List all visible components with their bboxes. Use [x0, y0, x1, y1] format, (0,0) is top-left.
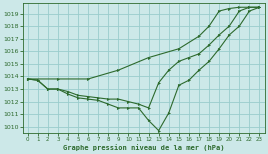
X-axis label: Graphe pression niveau de la mer (hPa): Graphe pression niveau de la mer (hPa) — [63, 144, 224, 150]
